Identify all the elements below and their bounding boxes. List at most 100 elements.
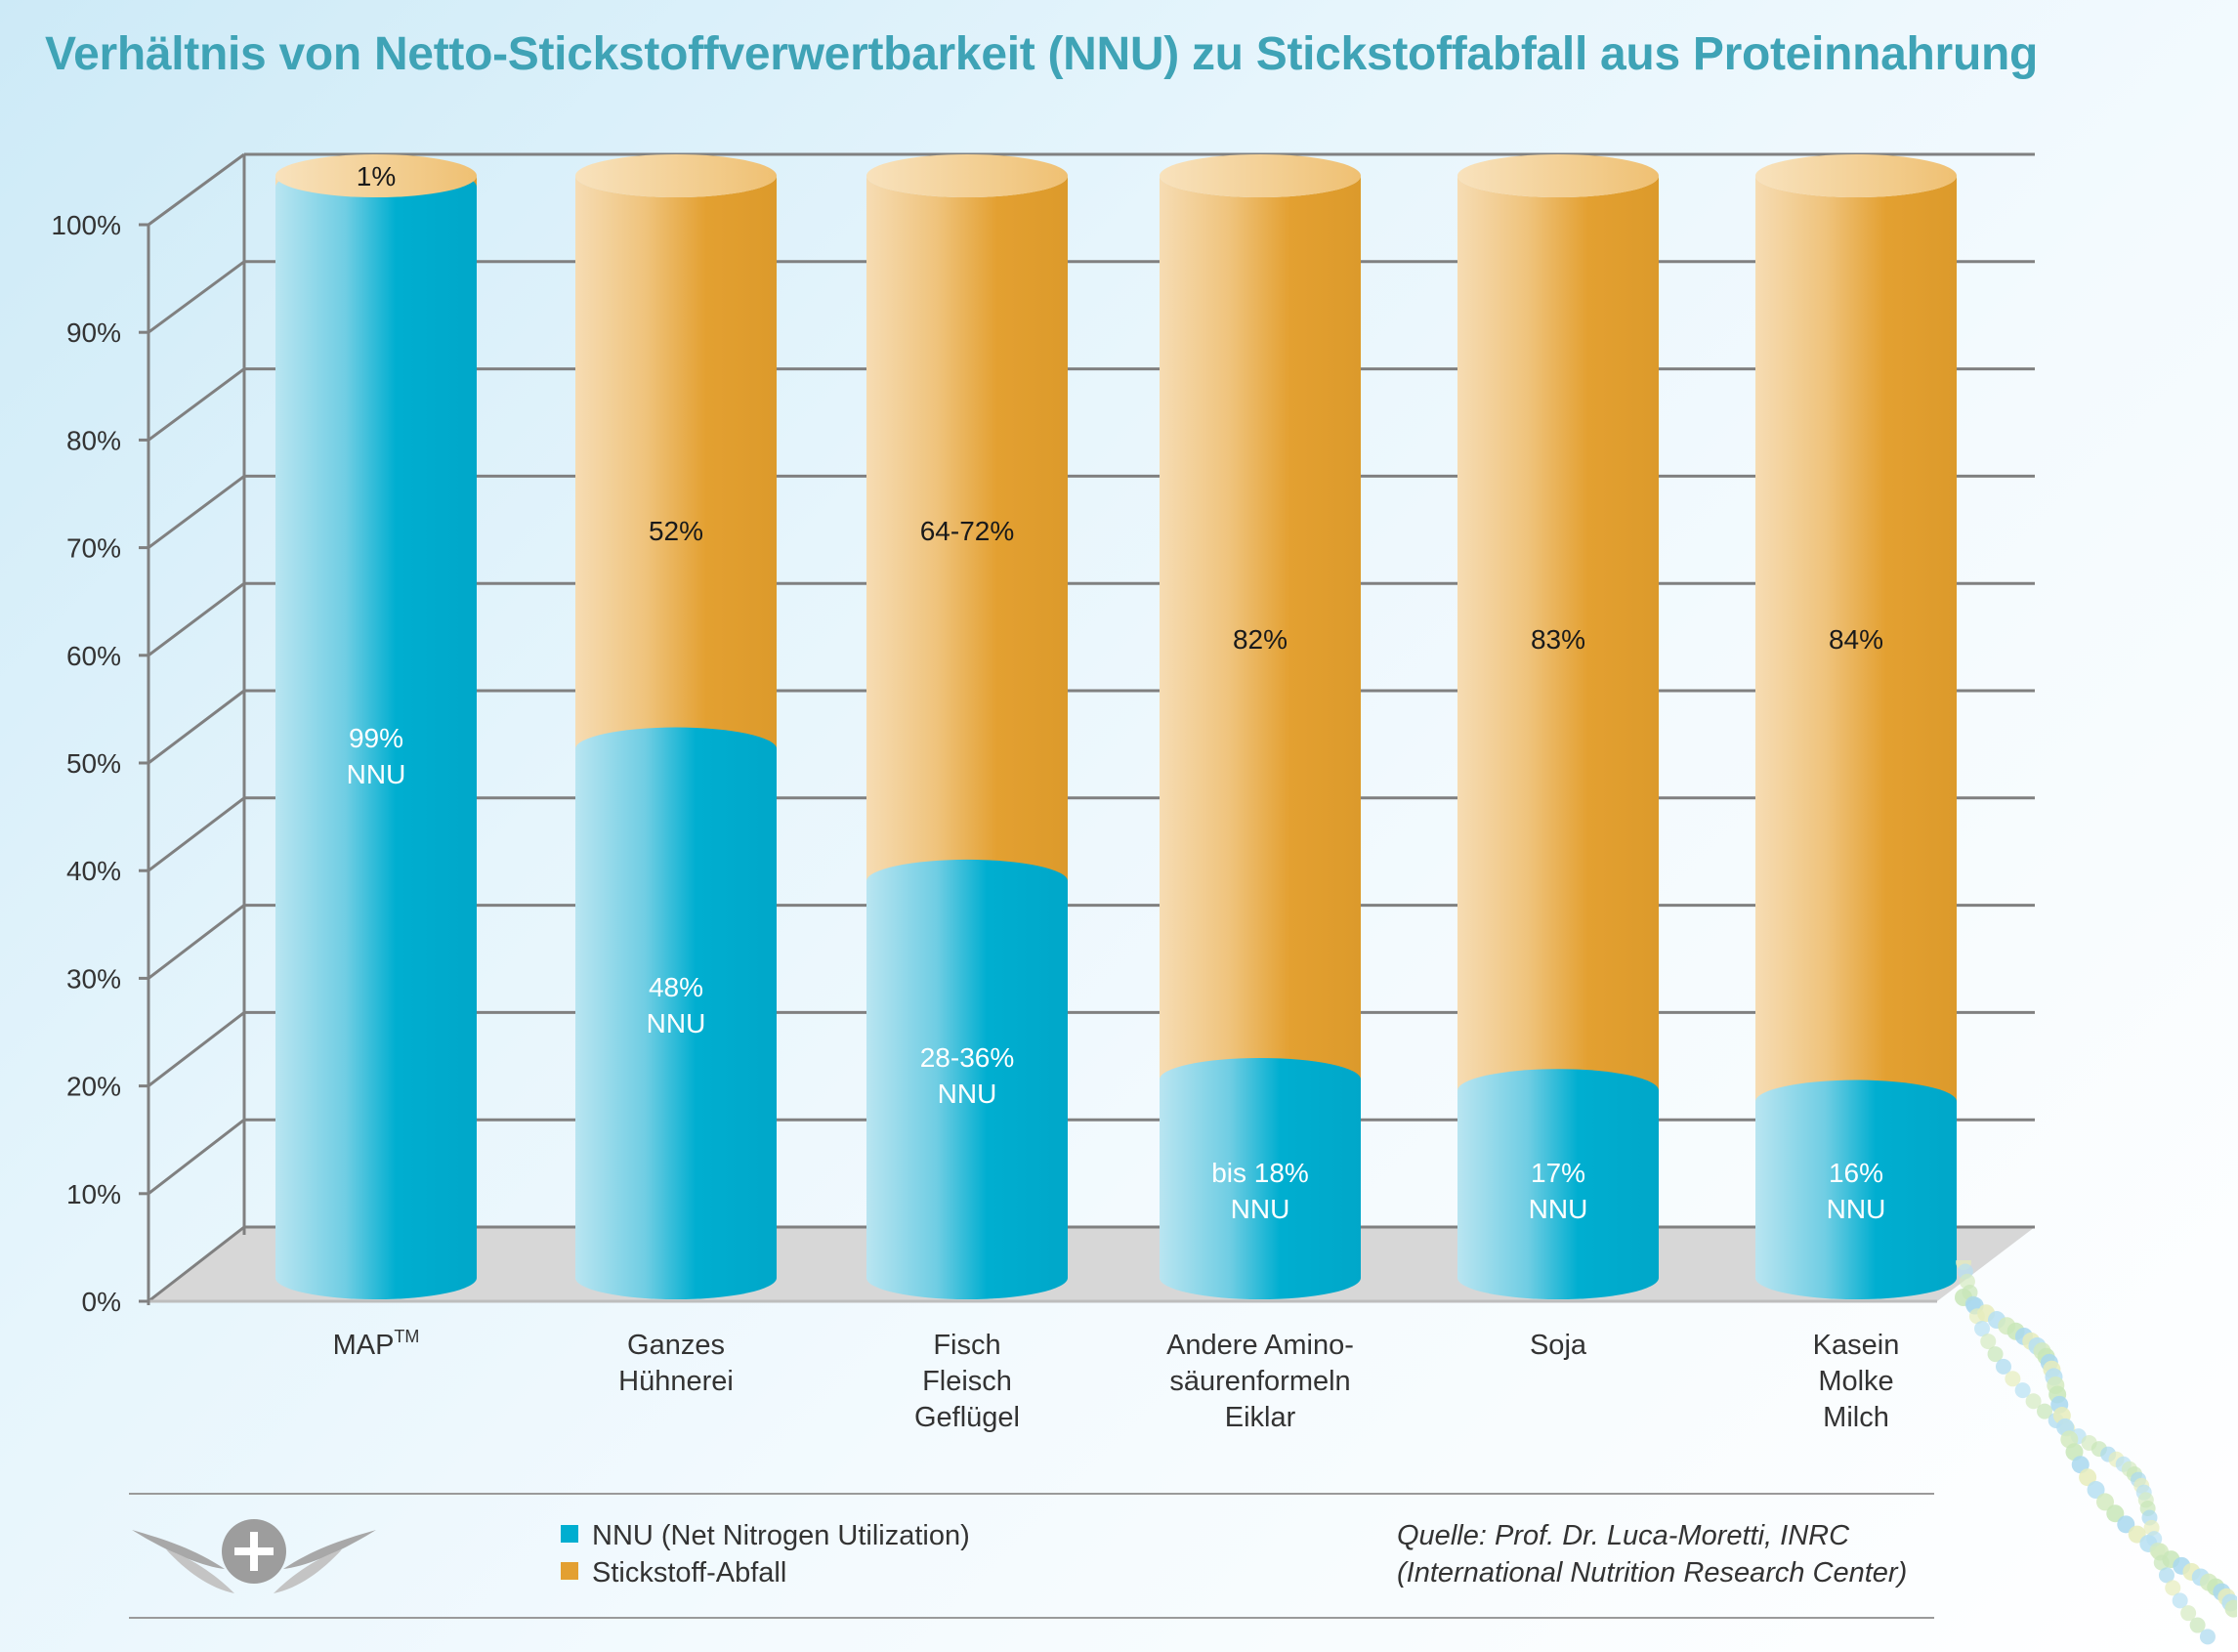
dna-bead bbox=[1987, 1346, 2004, 1363]
dna-bead bbox=[2189, 1617, 2206, 1633]
y-tick-label: 90% bbox=[66, 318, 121, 348]
bar-waste bbox=[866, 176, 1068, 903]
logo-icon bbox=[132, 1519, 376, 1593]
y-tick-label: 80% bbox=[66, 425, 121, 455]
label-nnu: 48% bbox=[649, 972, 703, 1002]
label-nnu: 99% bbox=[349, 723, 403, 753]
bar-nnu bbox=[1755, 1080, 1957, 1299]
dna-bead bbox=[2005, 1371, 2021, 1387]
label-waste: 1% bbox=[357, 161, 396, 191]
label-nnu: 17% bbox=[1531, 1158, 1585, 1188]
dna-bead bbox=[1995, 1358, 2011, 1375]
category-label: säurenformeln bbox=[1169, 1366, 1350, 1397]
label-nnu: NNU bbox=[347, 759, 406, 789]
bar-top-cap bbox=[575, 154, 777, 197]
trademark-sup: TM bbox=[394, 1327, 419, 1346]
dna-bead bbox=[2106, 1504, 2125, 1523]
legend-item-nnu: NNU (Net Nitrogen Utilization) bbox=[561, 1520, 970, 1552]
dna-bead bbox=[2087, 1481, 2105, 1500]
category-label: Andere Amino- bbox=[1166, 1330, 1354, 1361]
legend-item-waste: Stickstoff-Abfall bbox=[561, 1557, 786, 1589]
legend-swatch-nnu bbox=[561, 1525, 578, 1544]
gridline-diagonal bbox=[148, 582, 245, 657]
dna-bead bbox=[1980, 1334, 1997, 1350]
dna-bead bbox=[2165, 1580, 2181, 1596]
gridline-diagonal bbox=[148, 367, 245, 442]
y-tick-label: 0% bbox=[82, 1287, 121, 1317]
label-nnu: 28-36% bbox=[920, 1042, 1015, 1073]
dna-bead bbox=[2158, 1567, 2175, 1584]
category-label: Fleisch bbox=[922, 1366, 1012, 1397]
dna-bead bbox=[2025, 1393, 2042, 1410]
legend-label-nnu: NNU (Net Nitrogen Utilization) bbox=[592, 1520, 970, 1551]
legend-label-waste: Stickstoff-Abfall bbox=[592, 1557, 787, 1588]
label-nnu: NNU bbox=[1529, 1194, 1588, 1224]
label-nnu: NNU bbox=[938, 1079, 997, 1109]
dna-bead bbox=[2153, 1554, 2170, 1571]
label-nnu: bis 18% bbox=[1211, 1158, 1309, 1188]
gridline-diagonal bbox=[148, 689, 245, 765]
gridline-diagonal bbox=[148, 796, 245, 872]
label-nnu: NNU bbox=[647, 1008, 706, 1038]
dna-bead bbox=[1974, 1321, 1991, 1337]
dna-bead bbox=[2037, 1403, 2053, 1419]
category-label: Molke bbox=[1818, 1366, 1893, 1397]
y-tick-label: 70% bbox=[66, 533, 121, 564]
dna-bead bbox=[2079, 1468, 2097, 1487]
category-label: Hühnerei bbox=[618, 1366, 734, 1397]
source-line-1: Quelle: Prof. Dr. Luca-Moretti, INRC bbox=[1397, 1520, 1850, 1551]
y-tick-label: 100% bbox=[51, 210, 121, 240]
category-label: Kasein bbox=[1813, 1330, 1900, 1361]
y-tick-label: 60% bbox=[66, 641, 121, 671]
dna-bead bbox=[2117, 1515, 2135, 1534]
dna-bead bbox=[2199, 1629, 2216, 1645]
y-tick-label: 40% bbox=[66, 856, 121, 886]
category-label: Geflügel bbox=[914, 1402, 1020, 1433]
bar-waste bbox=[1755, 176, 1957, 1123]
label-waste: 82% bbox=[1233, 624, 1288, 655]
bar-top-cap bbox=[1160, 154, 1361, 197]
gridline-diagonal bbox=[148, 904, 245, 980]
bar-waste bbox=[1457, 176, 1659, 1113]
legend-swatch-waste bbox=[561, 1562, 578, 1581]
bar-top-cap bbox=[275, 154, 477, 197]
dna-bead bbox=[2014, 1382, 2031, 1399]
y-tick-label: 30% bbox=[66, 963, 121, 994]
category-label: Eiklar bbox=[1225, 1402, 1296, 1433]
gridline-diagonal bbox=[148, 1119, 245, 1195]
category-label: Milch bbox=[1823, 1402, 1889, 1433]
dna-bead bbox=[2180, 1605, 2197, 1622]
separator-bottom bbox=[129, 1617, 1934, 1619]
bar-waste bbox=[1160, 176, 1361, 1101]
y-tick-label: 10% bbox=[66, 1179, 121, 1209]
gridline-diagonal bbox=[148, 475, 245, 549]
y-tick-label: 20% bbox=[66, 1072, 121, 1102]
label-nnu: 16% bbox=[1829, 1158, 1883, 1188]
category-label: MAPTM bbox=[333, 1327, 420, 1361]
bar-nnu bbox=[1160, 1057, 1361, 1299]
label-waste: 83% bbox=[1531, 624, 1585, 655]
bar-nnu bbox=[866, 859, 1068, 1299]
label-nnu: NNU bbox=[1827, 1194, 1886, 1224]
label-nnu: NNU bbox=[1231, 1194, 1290, 1224]
gridline-diagonal bbox=[148, 1011, 245, 1087]
gridline-diagonal bbox=[148, 260, 245, 334]
separator-top bbox=[129, 1493, 1934, 1495]
bar-nnu bbox=[275, 165, 477, 1299]
dna-bead bbox=[1964, 1295, 1981, 1312]
y-tick-label: 50% bbox=[66, 748, 121, 779]
chart: 0% 10% 20% 30% 40% 50% 60% 70% 80% 90% 100% 1% 99% N… bbox=[51, 152, 2035, 1433]
chart-title: Verhältnis von Netto-Stickstoffverwertba… bbox=[45, 28, 2039, 80]
gridline-diagonal bbox=[148, 152, 245, 227]
dna-bead bbox=[2149, 1543, 2166, 1559]
dna-bead bbox=[2172, 1592, 2188, 1609]
category-label: Soja bbox=[1530, 1330, 1587, 1361]
label-waste: 84% bbox=[1829, 624, 1883, 655]
gridline-diagonal bbox=[148, 1225, 245, 1303]
label-waste: 64-72% bbox=[920, 516, 1015, 546]
bar-top-cap bbox=[1755, 154, 1957, 197]
category-label: Fisch bbox=[933, 1330, 1000, 1361]
dna-bead bbox=[2095, 1493, 2114, 1511]
bar-waste bbox=[575, 176, 777, 771]
dna-decoration bbox=[1955, 1260, 2237, 1645]
